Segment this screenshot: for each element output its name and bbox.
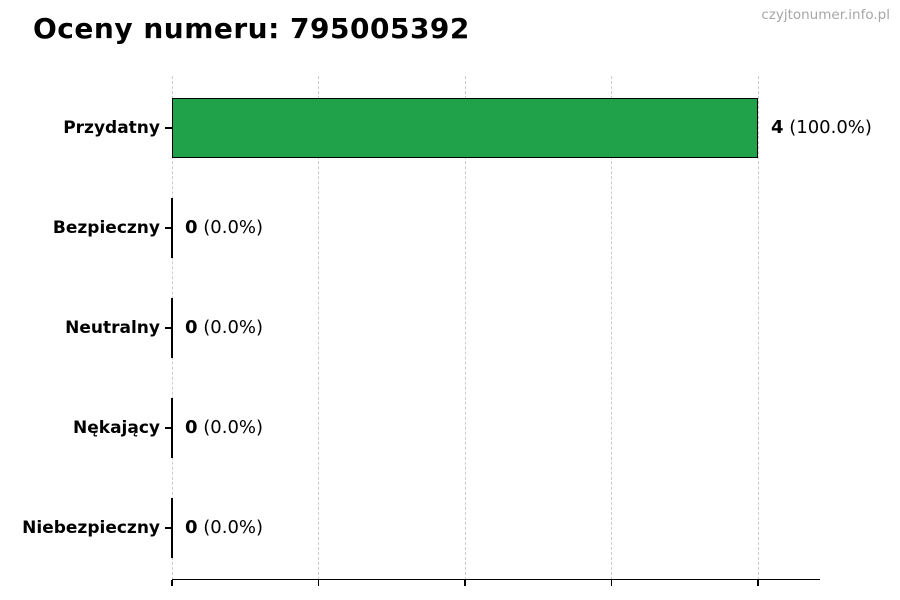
category-label: Niebezpieczny	[22, 518, 160, 538]
gridline	[464, 76, 466, 580]
zero-bar	[171, 498, 173, 558]
value-pct: (0.0%)	[197, 517, 264, 538]
value-label: 0 (0.0%)	[185, 215, 263, 241]
category-label: Nękający	[73, 418, 160, 438]
value-count: 0	[185, 417, 198, 438]
category-label: Bezpieczny	[52, 218, 160, 238]
bar	[172, 98, 758, 158]
value-pct: (100.0%)	[783, 117, 872, 138]
gridline	[757, 76, 759, 580]
zero-bar	[171, 198, 173, 258]
value-count: 0	[185, 217, 198, 238]
value-pct: (0.0%)	[197, 317, 264, 338]
y-axis-tick	[165, 327, 172, 329]
value-count: 0	[185, 517, 198, 538]
value-count: 0	[185, 317, 198, 338]
zero-bar	[171, 298, 173, 358]
x-axis-tick	[610, 580, 613, 586]
x-axis-tick	[317, 580, 320, 586]
y-axis-tick	[165, 527, 172, 529]
value-pct: (0.0%)	[197, 217, 264, 238]
chart-title: Oceny numeru: 795005392	[33, 12, 470, 45]
y-axis-tick	[165, 127, 172, 129]
value-label: 4 (100.0%)	[771, 115, 872, 141]
x-axis-tick	[464, 580, 466, 586]
y-axis-tick	[165, 427, 172, 429]
gridline	[318, 76, 319, 580]
gridline	[611, 76, 612, 580]
watermark: czyjtonumer.info.pl	[761, 7, 890, 23]
x-axis-line	[172, 578, 820, 580]
x-axis-tick	[171, 580, 173, 586]
category-label: Przydatny	[63, 118, 160, 138]
value-label: 0 (0.0%)	[185, 515, 263, 541]
value-label: 0 (0.0%)	[185, 315, 263, 341]
value-count: 4	[771, 117, 784, 138]
category-label: Neutralny	[65, 318, 160, 338]
x-axis-tick	[757, 580, 759, 586]
zero-bar	[171, 398, 173, 458]
value-pct: (0.0%)	[197, 417, 264, 438]
y-axis-tick	[165, 227, 172, 229]
value-label: 0 (0.0%)	[185, 415, 263, 441]
